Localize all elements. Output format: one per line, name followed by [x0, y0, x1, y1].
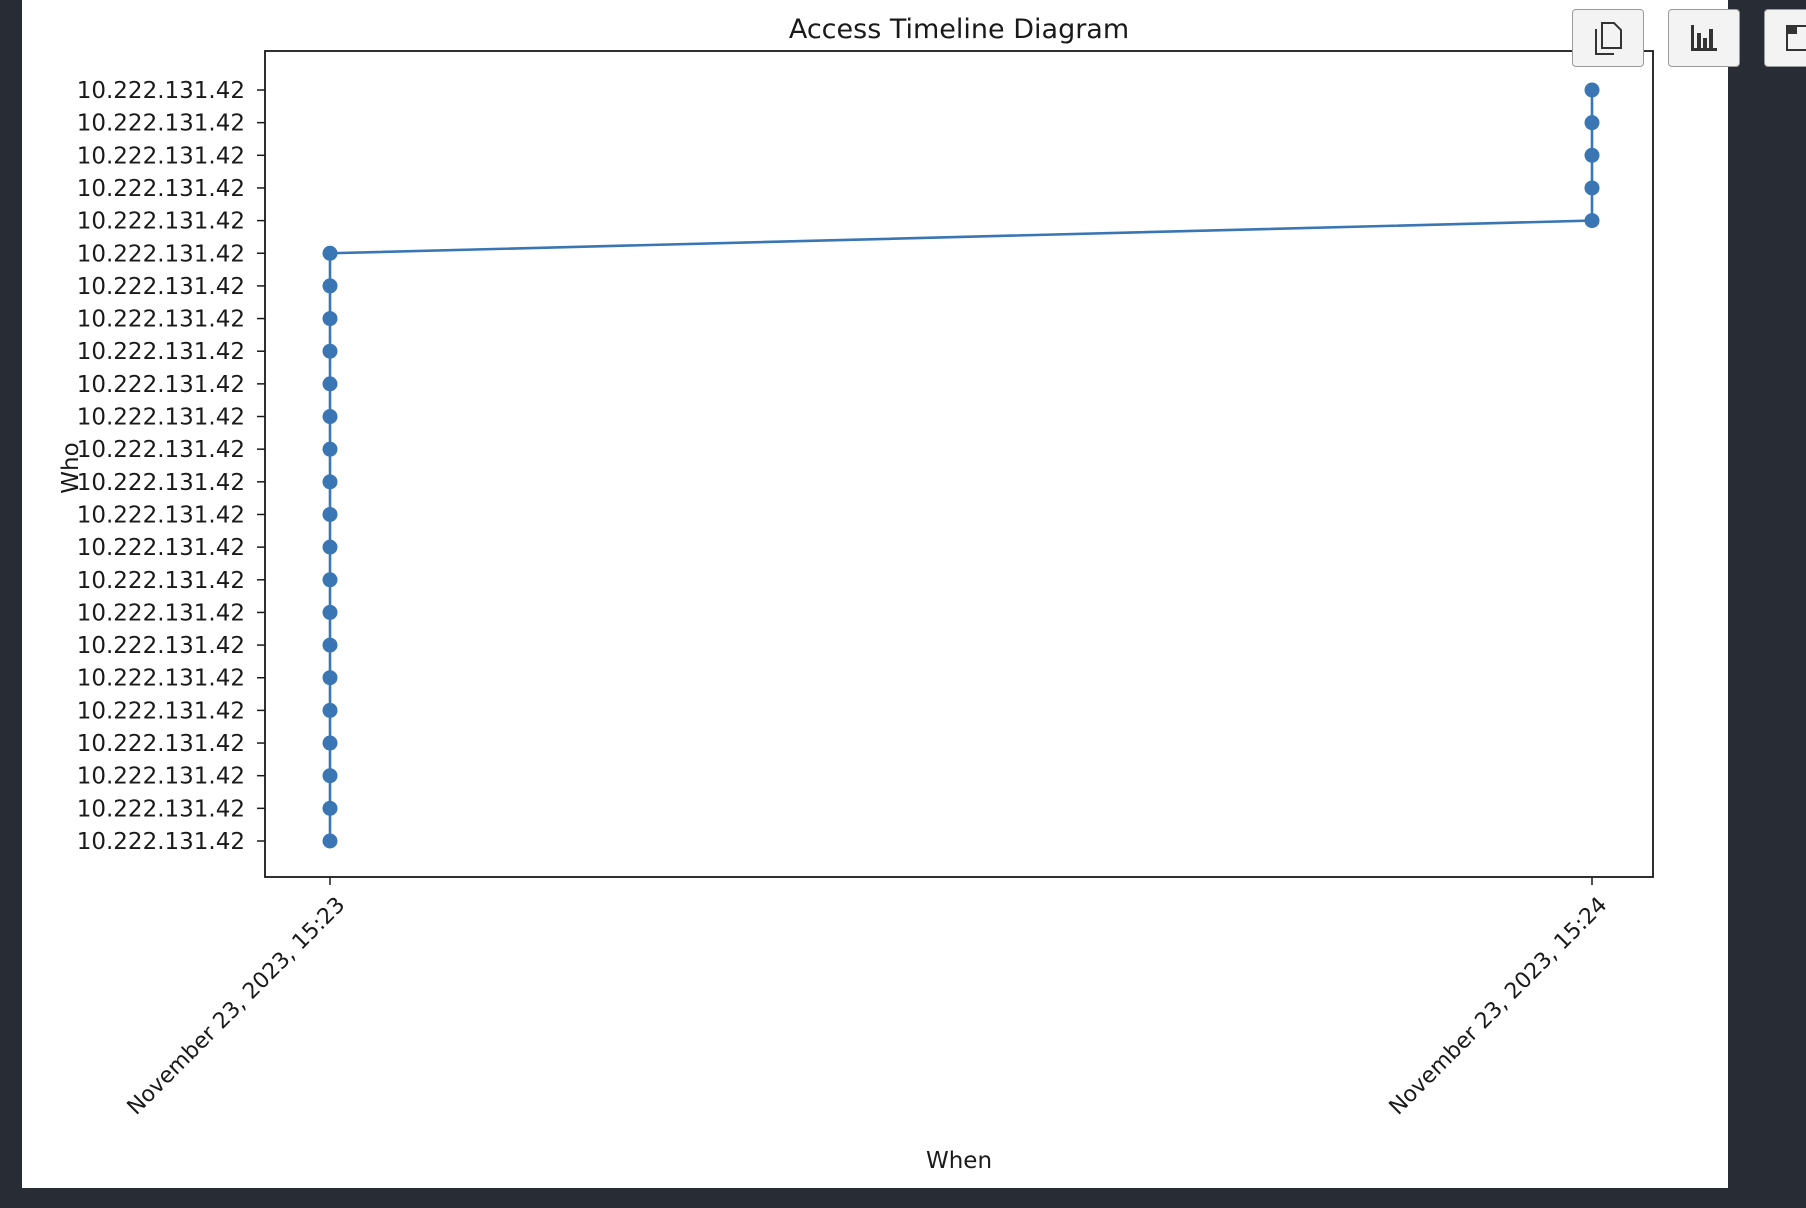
output-panel: Access Timeline Diagram 10.222.131.42 10.… [22, 0, 1806, 1188]
y-tick-label: 10.222.131.42 [77, 568, 245, 594]
y-tick-label: 10.222.131.42 [77, 339, 245, 365]
data-point [322, 441, 338, 457]
y-tick-label: 10.222.131.42 [77, 78, 245, 104]
data-point [322, 376, 338, 392]
data-point [322, 409, 338, 425]
y-tick-label: 10.222.131.42 [77, 698, 245, 724]
data-point [1584, 180, 1600, 196]
y-tick-label: 10.222.131.42 [77, 209, 245, 235]
plot-frame [264, 50, 1654, 878]
y-tick-label: 10.222.131.42 [77, 666, 245, 692]
y-tick-label: 10.222.131.42 [77, 470, 245, 496]
data-point [322, 702, 338, 718]
data-point [322, 539, 338, 555]
data-point [322, 735, 338, 751]
y-axis-label: Who [58, 442, 84, 493]
data-point [322, 343, 338, 359]
bar-chart-icon [1691, 25, 1717, 51]
data-point [322, 245, 338, 261]
y-tick-label: 10.222.131.42 [77, 176, 245, 202]
data-point [322, 800, 338, 816]
series-markers [322, 82, 1600, 849]
y-tick-label: 10.222.131.42 [77, 372, 245, 398]
data-point [322, 670, 338, 686]
chart-title: Access Timeline Diagram [789, 14, 1129, 45]
data-point [1584, 213, 1600, 229]
data-point [322, 833, 338, 849]
y-tick-label: 10.222.131.42 [77, 143, 245, 169]
y-tick-label: 10.222.131.42 [77, 764, 245, 790]
data-point [322, 474, 338, 490]
y-tick-label: 10.222.131.42 [77, 307, 245, 333]
x-tick-label: November 23, 2023, 15:24 [1385, 893, 1613, 1121]
y-tick-label: 10.222.131.42 [77, 502, 245, 528]
window-icon [1786, 25, 1806, 51]
x-axis-label: When [926, 1148, 992, 1174]
y-tick-label: 10.222.131.42 [77, 274, 245, 300]
data-point [1584, 115, 1600, 131]
x-tick-label: November 23, 2023, 15:23 [123, 893, 351, 1121]
y-axis: 10.222.131.42 10.222.131.42 10.222.131.42 1… [77, 78, 265, 855]
y-tick-label: 10.222.131.42 [77, 405, 245, 431]
y-tick-label: 10.222.131.42 [77, 829, 245, 855]
data-point [322, 637, 338, 653]
bar-chart-button[interactable] [1668, 9, 1740, 67]
data-point [322, 311, 338, 327]
data-point [322, 278, 338, 294]
y-tick-label: 10.222.131.42 [77, 731, 245, 757]
y-tick-label: 10.222.131.42 [77, 111, 245, 137]
y-tick-label: 10.222.131.42 [77, 241, 245, 267]
data-point [1584, 82, 1600, 98]
window-button[interactable] [1764, 9, 1806, 67]
data-point [1584, 147, 1600, 163]
data-point [322, 506, 338, 522]
x-axis: November 23, 2023, 15:23 November 23, 202… [123, 877, 1613, 1121]
copy-button[interactable] [1572, 9, 1644, 67]
copy-icon [1595, 22, 1622, 55]
data-point [322, 768, 338, 784]
y-tick-label: 10.222.131.42 [77, 437, 245, 463]
y-tick-label: 10.222.131.42 [77, 535, 245, 561]
data-point [322, 572, 338, 588]
y-tick-label: 10.222.131.42 [77, 600, 245, 626]
y-tick-label: 10.222.131.42 [77, 633, 245, 659]
data-point [322, 604, 338, 620]
y-tick-label: 10.222.131.42 [77, 796, 245, 822]
access-timeline-chart: Access Timeline Diagram 10.222.131.4210.… [58, 14, 1654, 1174]
